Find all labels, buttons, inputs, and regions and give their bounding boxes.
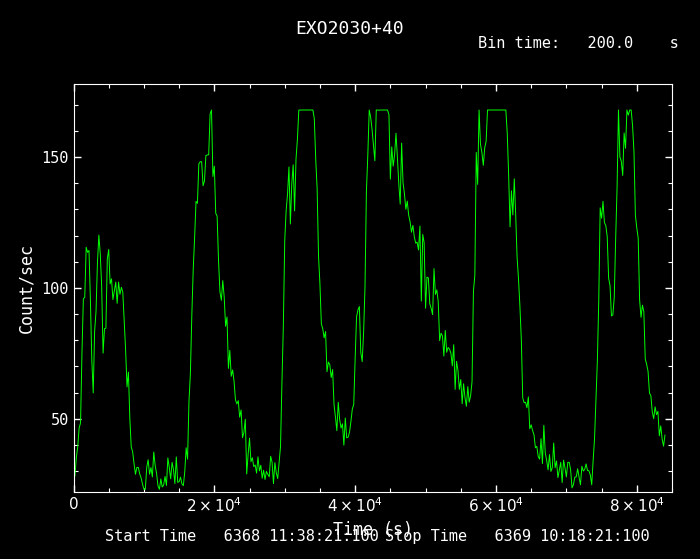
Text: Stop Time   6369 10:18:21:100: Stop Time 6369 10:18:21:100 — [385, 529, 650, 544]
X-axis label: Time (s): Time (s) — [332, 521, 413, 539]
Text: Bin time:   200.0    s: Bin time: 200.0 s — [478, 36, 679, 51]
Text: EXO2030+40: EXO2030+40 — [295, 20, 405, 37]
Text: Start Time   6368 11:38:21:100: Start Time 6368 11:38:21:100 — [105, 529, 379, 544]
Y-axis label: Count/sec: Count/sec — [18, 243, 36, 333]
